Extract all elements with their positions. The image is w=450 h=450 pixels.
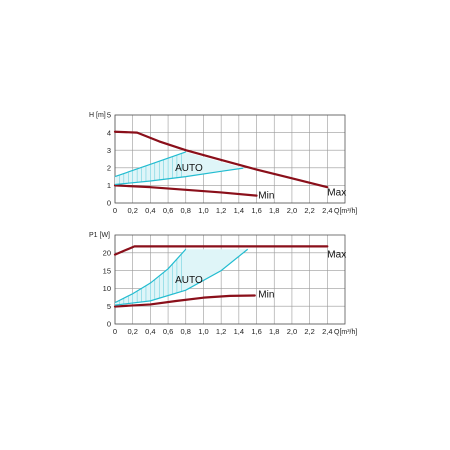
plot-frame [114, 114, 346, 204]
auto-upper-curve [114, 151, 186, 178]
x-tick-label: 1,4 [234, 206, 244, 215]
curve-label-auto: AUTO [175, 163, 203, 174]
x-tick-label: 2,2 [304, 206, 314, 215]
x-tick-label: 0,2 [127, 327, 137, 336]
x-tick-label: 0,4 [145, 327, 155, 336]
x-tick-label: 1,2 [216, 327, 226, 336]
curve-label-min: Min [258, 289, 274, 300]
x-axis-label: Q[m³/h] [334, 329, 357, 336]
y-tick-label: 15 [103, 266, 111, 275]
y-tick-label: 5 [107, 111, 111, 120]
auto-lower-curve [114, 167, 244, 186]
x-tick-label: 0,8 [181, 327, 191, 336]
y-tick-label: 20 [103, 249, 111, 258]
y-tick-label: 10 [103, 284, 111, 293]
x-tick-label: 2,0 [287, 327, 297, 336]
x-tick-label: 2,4 [322, 327, 332, 336]
x-tick-label: 2,2 [304, 327, 314, 336]
x-tick-label: 1,8 [269, 327, 279, 336]
x-tick-label: 0,4 [145, 206, 155, 215]
min-curve [113, 294, 256, 308]
plot-frame [114, 234, 346, 325]
curve-label-max: Max [327, 250, 346, 261]
y-tick-label: 4 [107, 128, 111, 137]
x-tick-label: 1,0 [198, 327, 208, 336]
curve-label-auto: AUTO [175, 275, 203, 286]
auto-band-area [115, 151, 244, 185]
x-tick-label: 0 [113, 206, 117, 215]
max-curve [113, 130, 329, 189]
x-tick-label: 0,2 [127, 206, 137, 215]
x-tick-label: 2,0 [287, 206, 297, 215]
x-tick-label: 1,8 [269, 206, 279, 215]
power-flow-chart: 0 0,2 0,4 0,6 0,8 1,0 1,2 1,4 1,6 1,8 2,0 2,2 2,4 0 5 1… [89, 232, 357, 336]
x-tick-label: 2,4 [322, 206, 332, 215]
x-tick-label: 0,8 [181, 206, 191, 215]
auto-lower-curve [114, 248, 249, 306]
y-tick-label: 0 [107, 199, 111, 208]
x-tick-label: 1,2 [216, 206, 226, 215]
y-tick-label: 3 [107, 146, 111, 155]
x-tick-label: 0 [113, 327, 117, 336]
x-tick-label: 1,0 [198, 206, 208, 215]
y-tick-label: 2 [107, 164, 111, 173]
x-tick-label: 0,6 [163, 327, 173, 336]
x-tick-label: 0,6 [163, 206, 173, 215]
min-curve [113, 184, 258, 197]
y-axis-label: H [m] [89, 112, 106, 119]
y-tick-label: 1 [107, 181, 111, 190]
auto-upper-curve [114, 248, 187, 304]
x-tick-label: 1,4 [234, 327, 244, 336]
y-tick-label: 5 [107, 302, 111, 311]
curve-label-min: Min [258, 191, 274, 202]
x-tick-label: 1,6 [251, 206, 261, 215]
x-axis-label: Q[m³/h] [334, 208, 357, 215]
max-curve [113, 245, 329, 256]
y-axis-label: P1 [W] [89, 232, 110, 239]
head-flow-chart: 0 0,2 0,4 0,6 0,8 1,0 1,2 1,4 1,6 1,8 2,0 2,2 2,4 0 1 2… [89, 111, 357, 215]
x-tick-label: 1,6 [251, 327, 261, 336]
y-tick-label: 0 [107, 320, 111, 329]
curve-label-max: Max [327, 187, 346, 198]
